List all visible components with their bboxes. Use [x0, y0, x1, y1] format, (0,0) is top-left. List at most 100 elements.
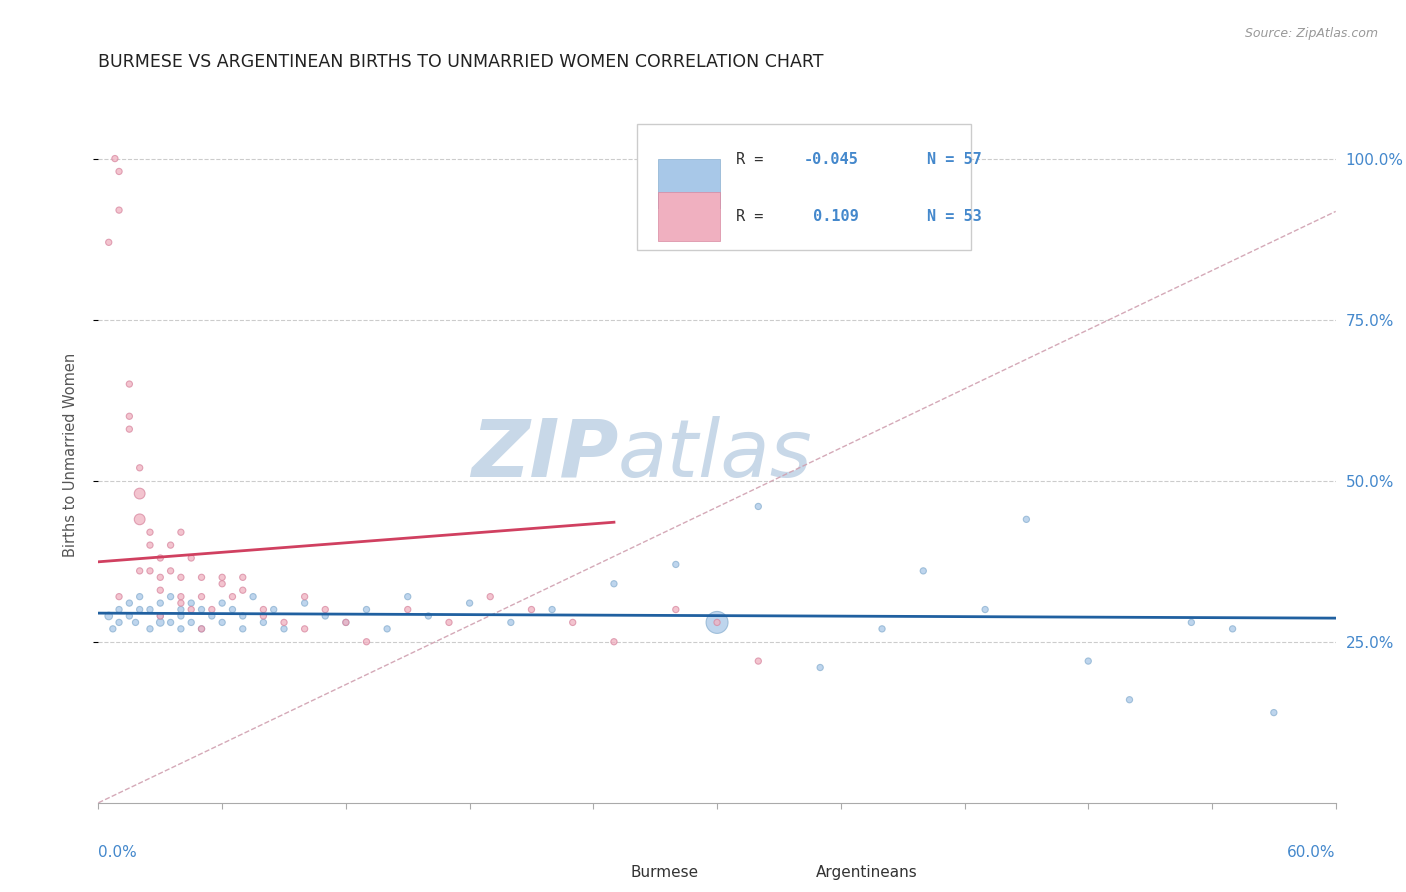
Point — [294, 622, 316, 636]
Point — [180, 615, 202, 630]
Point — [104, 152, 127, 166]
Point — [232, 570, 254, 584]
Point — [396, 602, 419, 616]
Text: ZIP: ZIP — [471, 416, 619, 494]
Point — [747, 654, 769, 668]
Text: -0.045: -0.045 — [804, 152, 859, 167]
Point — [159, 564, 181, 578]
Point — [211, 576, 233, 591]
Point — [1077, 654, 1099, 668]
Point — [221, 590, 243, 604]
Point — [1180, 615, 1202, 630]
Point — [139, 564, 162, 578]
Point — [108, 615, 131, 630]
Point — [128, 602, 150, 616]
Text: 0.109: 0.109 — [804, 210, 859, 225]
Point — [159, 590, 181, 604]
Point — [561, 615, 583, 630]
FancyBboxPatch shape — [658, 159, 720, 208]
Point — [118, 422, 141, 436]
Point — [118, 609, 141, 624]
Point — [665, 558, 688, 572]
Point — [335, 615, 357, 630]
Point — [124, 615, 146, 630]
Point — [1015, 512, 1038, 526]
Point — [180, 596, 202, 610]
Point — [201, 609, 224, 624]
Point — [170, 525, 193, 540]
FancyBboxPatch shape — [658, 192, 720, 241]
Point — [747, 500, 769, 514]
Point — [118, 377, 141, 392]
Point — [974, 602, 997, 616]
FancyBboxPatch shape — [593, 838, 620, 865]
Point — [479, 590, 502, 604]
Point — [170, 570, 193, 584]
Point — [128, 590, 150, 604]
Text: R =: R = — [735, 152, 772, 167]
Text: 60.0%: 60.0% — [1288, 845, 1336, 860]
Point — [149, 570, 172, 584]
FancyBboxPatch shape — [637, 124, 970, 250]
Point — [128, 512, 150, 526]
Point — [294, 596, 316, 610]
Point — [252, 615, 274, 630]
Point — [706, 615, 728, 630]
Point — [603, 576, 626, 591]
Point — [314, 602, 336, 616]
Text: BURMESE VS ARGENTINEAN BIRTHS TO UNMARRIED WOMEN CORRELATION CHART: BURMESE VS ARGENTINEAN BIRTHS TO UNMARRI… — [98, 54, 824, 71]
Point — [159, 538, 181, 552]
Point — [665, 602, 688, 616]
Point — [1263, 706, 1285, 720]
Point — [252, 609, 274, 624]
Point — [1222, 622, 1244, 636]
Point — [149, 609, 172, 624]
Point — [314, 609, 336, 624]
Point — [211, 570, 233, 584]
Text: Argentineans: Argentineans — [815, 865, 918, 880]
Point — [232, 622, 254, 636]
Point — [159, 615, 181, 630]
Point — [242, 590, 264, 604]
Point — [118, 596, 141, 610]
Point — [356, 602, 378, 616]
Point — [139, 602, 162, 616]
Point — [335, 615, 357, 630]
Point — [294, 590, 316, 604]
Point — [149, 596, 172, 610]
Point — [190, 622, 212, 636]
Point — [139, 538, 162, 552]
Point — [273, 615, 295, 630]
Point — [437, 615, 460, 630]
Point — [149, 551, 172, 566]
Point — [101, 622, 124, 636]
Point — [190, 622, 212, 636]
Text: 0.0%: 0.0% — [98, 845, 138, 860]
Point — [808, 660, 831, 674]
Point — [180, 602, 202, 616]
Text: N = 53: N = 53 — [928, 210, 983, 225]
Y-axis label: Births to Unmarried Women: Births to Unmarried Women — [63, 353, 77, 557]
Point — [263, 602, 285, 616]
Point — [458, 596, 481, 610]
Point — [190, 570, 212, 584]
Point — [603, 634, 626, 648]
Point — [139, 622, 162, 636]
Point — [706, 615, 728, 630]
Text: R =: R = — [735, 210, 782, 225]
Point — [108, 203, 131, 218]
Point — [97, 235, 120, 250]
Point — [128, 460, 150, 475]
Point — [139, 525, 162, 540]
Point — [396, 590, 419, 604]
Point — [170, 602, 193, 616]
Point — [170, 622, 193, 636]
Point — [273, 622, 295, 636]
Point — [375, 622, 398, 636]
Point — [149, 615, 172, 630]
FancyBboxPatch shape — [785, 838, 813, 865]
Text: atlas: atlas — [619, 416, 813, 494]
Point — [149, 609, 172, 624]
Point — [190, 590, 212, 604]
Point — [232, 583, 254, 598]
